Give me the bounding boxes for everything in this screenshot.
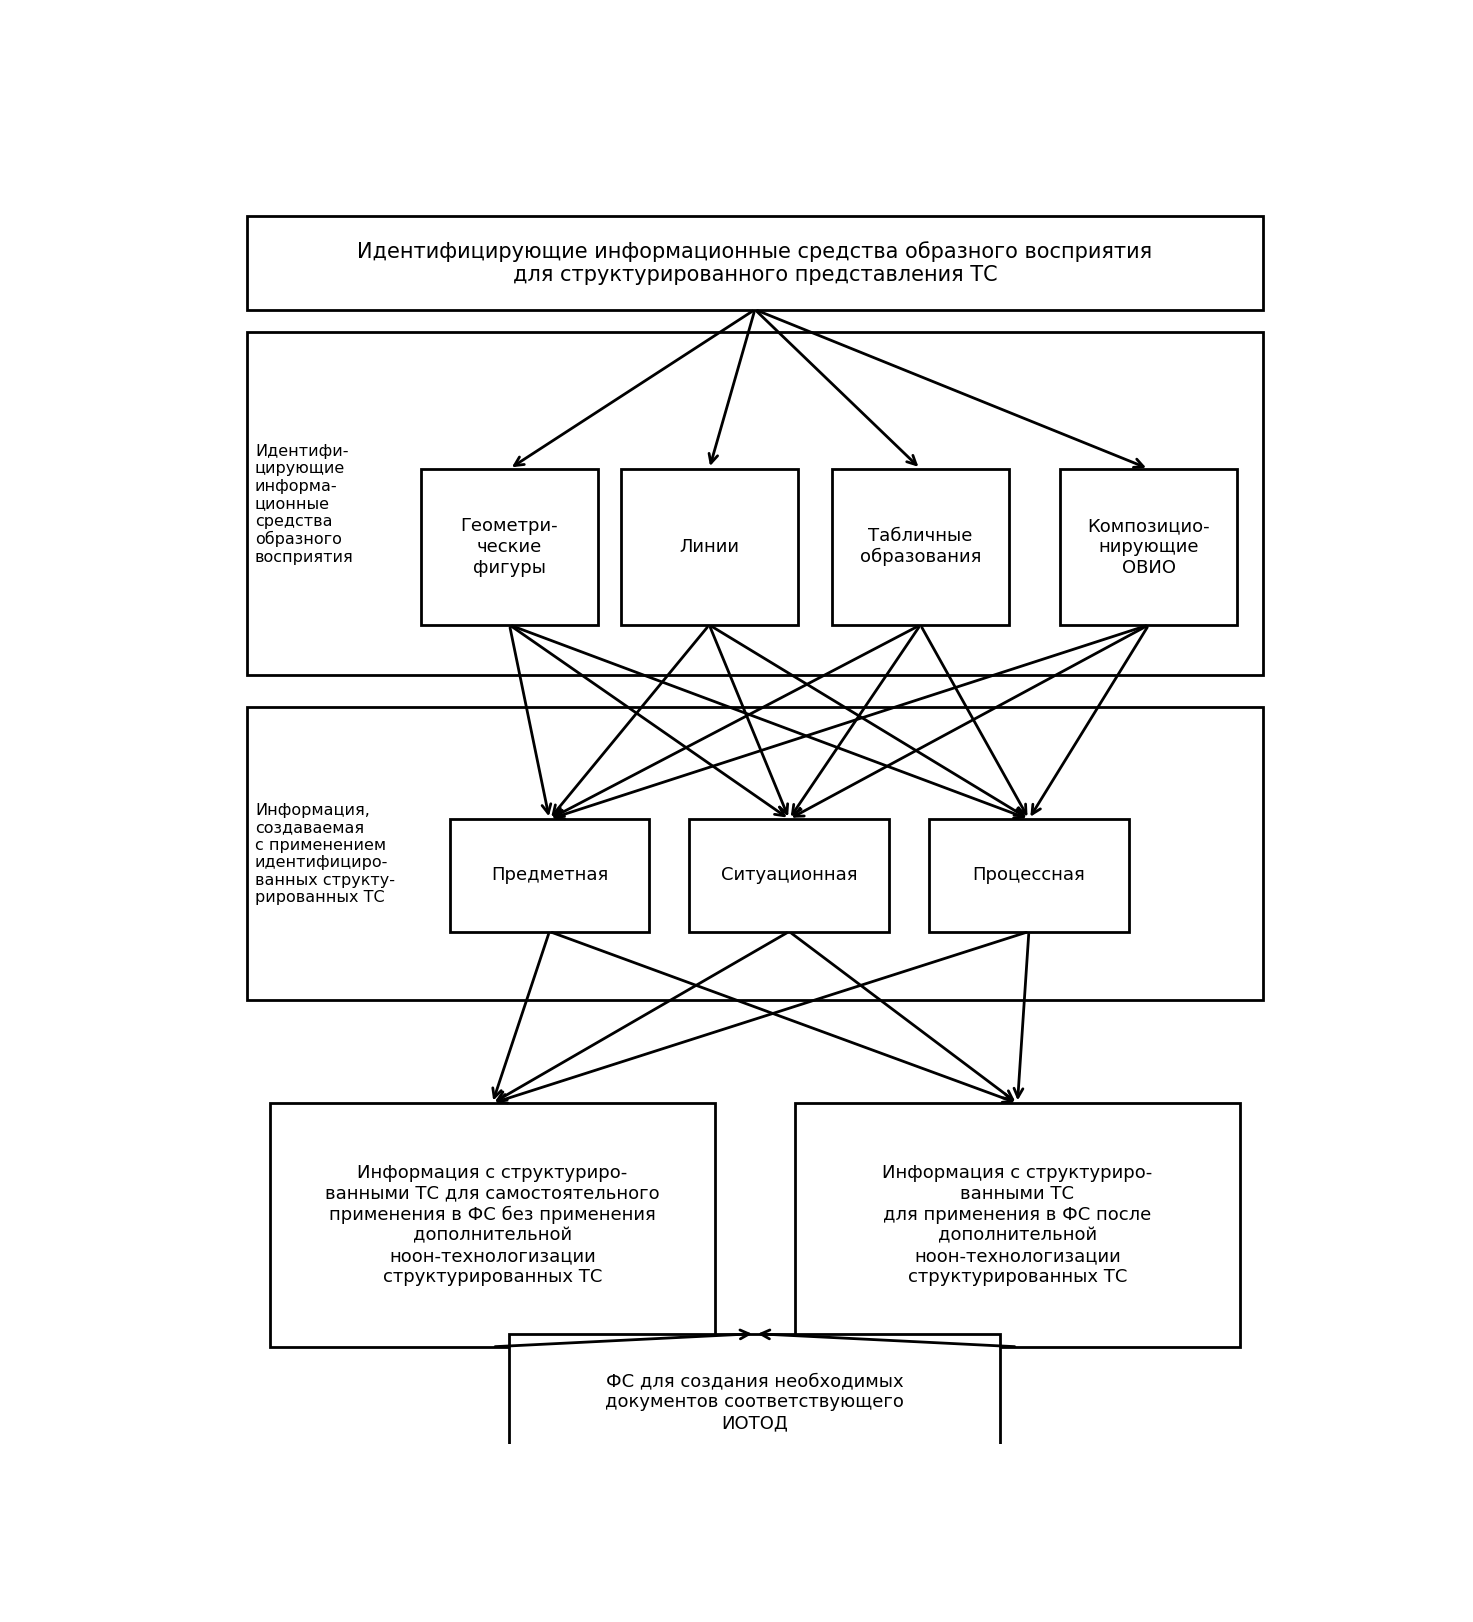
FancyBboxPatch shape [270,1103,714,1346]
Text: Информация,
создаваемая
с применением
идентифициро-
ванных структу-
рированных Т: Информация, создаваемая с применением ид… [255,803,395,905]
Text: Предметная: Предметная [491,866,608,884]
Text: Геометри-
ческие
фигуры: Геометри- ческие фигуры [461,517,558,577]
FancyBboxPatch shape [1061,469,1237,624]
Text: Линии: Линии [679,539,739,556]
FancyBboxPatch shape [620,469,798,624]
FancyBboxPatch shape [929,819,1128,931]
FancyBboxPatch shape [247,216,1262,310]
Text: Идентифи-
цирующие
информа-
ционные
средства
образного
восприятия: Идентифи- цирующие информа- ционные сред… [255,444,354,564]
FancyBboxPatch shape [247,707,1262,1001]
Text: Идентифицирующие информационные средства образного восприятия
для структурирован: Идентифицирующие информационные средства… [358,240,1152,285]
FancyBboxPatch shape [832,469,1009,624]
Text: Процессная: Процессная [972,866,1086,884]
Text: Композицио-
нирующие
ОВИО: Композицио- нирующие ОВИО [1087,517,1209,577]
FancyBboxPatch shape [421,469,598,624]
Text: Ситуационная: Ситуационная [720,866,857,884]
Text: Информация с структуриро-
ванными ТС для самостоятельного
применения в ФС без пр: Информация с структуриро- ванными ТС для… [326,1165,660,1286]
Text: ФС для создания необходимых
документов соответствующего
ИОТОД: ФС для создания необходимых документов с… [605,1372,904,1432]
Text: Информация с структуриро-
ванными ТС
для применения в ФС после
дополнительной
но: Информация с структуриро- ванными ТС для… [882,1165,1152,1286]
FancyBboxPatch shape [247,333,1262,675]
FancyBboxPatch shape [795,1103,1240,1346]
Text: Табличные
образования: Табличные образования [860,527,981,566]
FancyBboxPatch shape [510,1333,1000,1471]
FancyBboxPatch shape [689,819,890,931]
FancyBboxPatch shape [449,819,650,931]
